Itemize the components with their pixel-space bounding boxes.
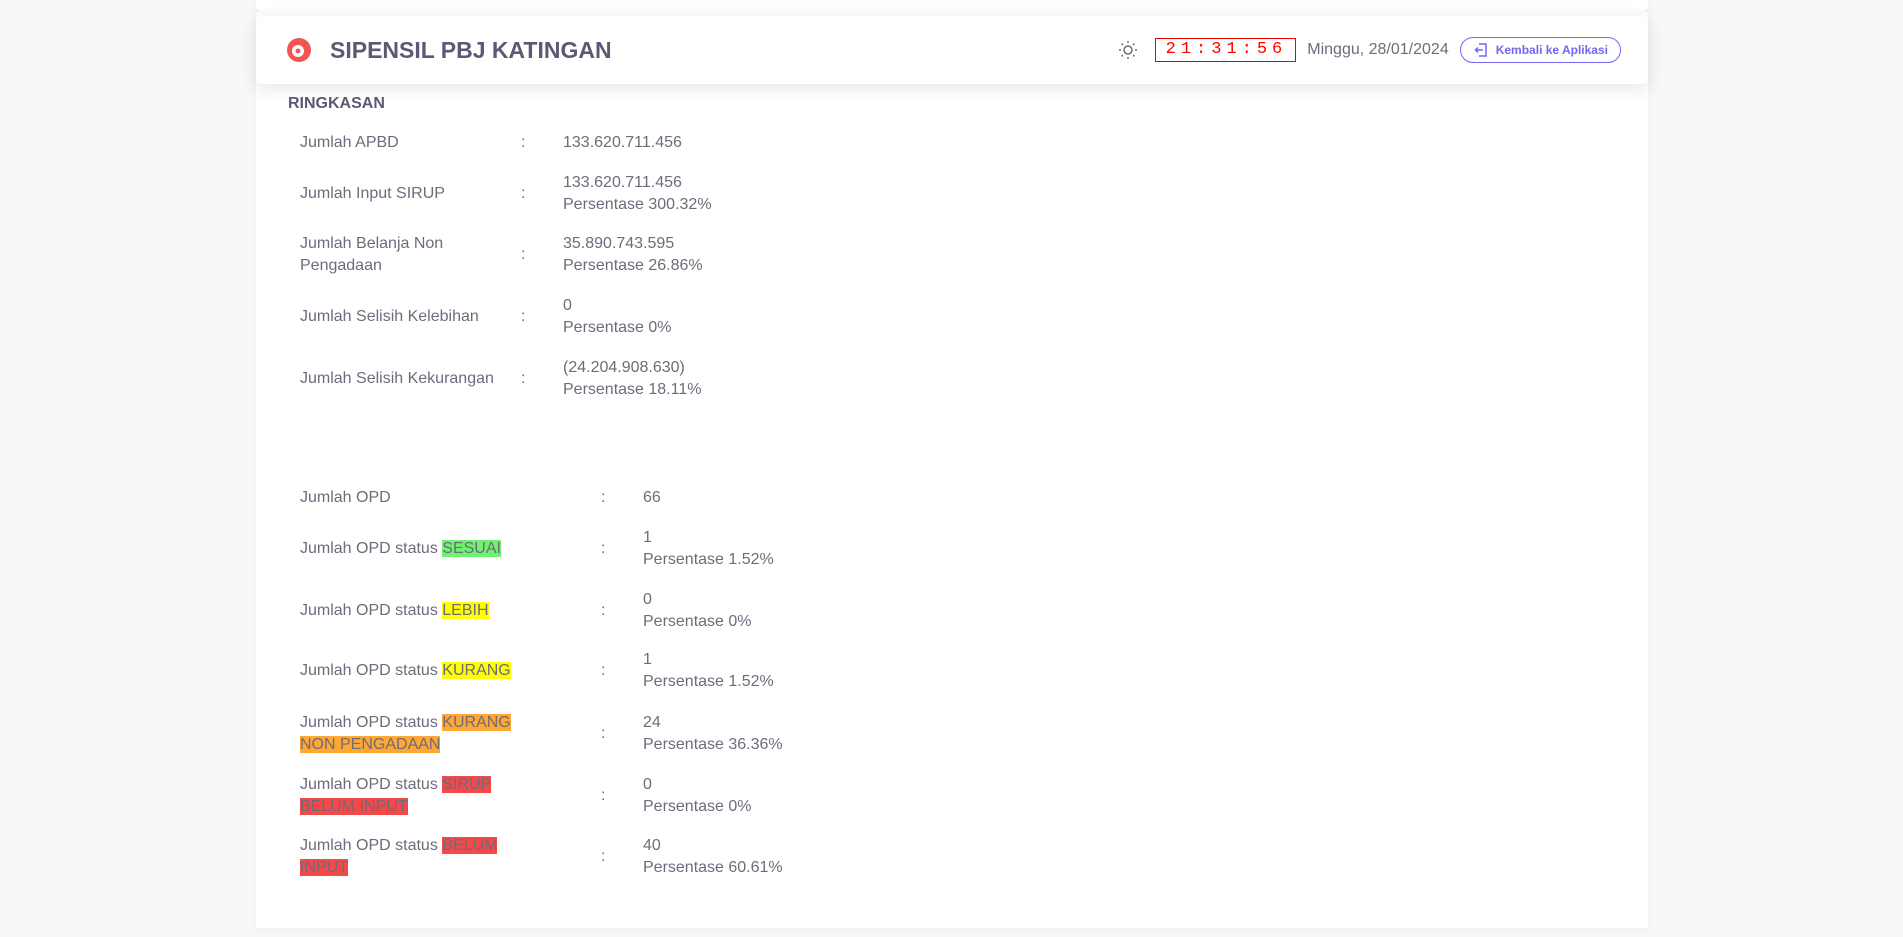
section-title: RINGKASAN — [288, 95, 385, 112]
summary-value: (24.204.908.630) — [563, 359, 685, 376]
opd-status-row: Jumlah OPD status BELUM INPUT: 40 Persenta… — [300, 835, 783, 879]
back-to-app-button[interactable]: Kembali ke Aplikasi — [1459, 37, 1621, 63]
theme-toggle-sun-icon[interactable] — [1117, 39, 1139, 61]
opd-status-row: Jumlah OPD status SESUAI: 1 Persentase 1.5… — [300, 527, 774, 571]
opd-status-prefix: Jumlah OPD status — [300, 540, 443, 557]
opd-count: 1 — [643, 529, 652, 546]
summary-label: Jumlah Selisih Kekurangan — [300, 370, 494, 387]
opd-status-prefix: Jumlah OPD status — [300, 602, 443, 619]
opd-value-group: 24 Persentase 36.36% — [643, 712, 783, 756]
opd-value-group: 40 Persentase 60.61% — [643, 835, 783, 879]
opd-status-row: Jumlah OPD status KURANG: 1 Persentase 1.5… — [300, 649, 774, 693]
summary-row: Jumlah Input SIRUP: 133.620.711.456 Persen… — [300, 172, 712, 216]
opd-status-prefix: Jumlah OPD status — [300, 662, 443, 679]
summary-value-group: 35.890.743.595 Persentase 26.86% — [563, 233, 703, 277]
opd-status-label: Jumlah OPD status SIRUP BELUM INPUT — [300, 774, 540, 818]
summary-label: Jumlah Selisih Kelebihan — [300, 308, 479, 325]
colon: : — [601, 540, 606, 557]
opd-status-prefix: Jumlah OPD status — [300, 776, 443, 793]
app-logo-icon — [287, 38, 311, 62]
opd-count: 40 — [643, 837, 661, 854]
opd-percentage: Persentase 36.36% — [643, 736, 783, 753]
colon: : — [521, 308, 526, 325]
logout-icon — [1474, 43, 1487, 57]
colon: : — [601, 787, 606, 804]
colon: : — [521, 246, 526, 263]
clock: 21:31:56 — [1154, 38, 1297, 62]
summary-row: Jumlah Selisih Kekurangan: (24.204.908.63… — [300, 357, 701, 401]
opd-percentage: Persentase 0% — [643, 613, 752, 630]
summary-percentage: Persentase 18.11% — [563, 381, 702, 398]
summary-percentage: Persentase 0% — [563, 319, 672, 336]
summary-value: 0 — [563, 297, 572, 314]
opd-count: 0 — [643, 591, 652, 608]
colon: : — [601, 602, 606, 619]
opd-percentage: Persentase 1.52% — [643, 551, 774, 568]
opd-count: 24 — [643, 714, 661, 731]
opd-status-row: Jumlah OPD status SIRUP BELUM INPUT: 0 Per… — [300, 774, 752, 818]
top-card-edge — [256, 0, 1648, 12]
summary-row: Jumlah APBD: 133.620.711.456 — [300, 121, 682, 165]
opd-value-group: 1 Persentase 1.52% — [643, 649, 774, 693]
status-badge: KURANG — [442, 662, 511, 679]
colon: : — [521, 370, 526, 387]
opd-percentage: Persentase 60.61% — [643, 859, 783, 876]
opd-percentage: Persentase 1.52% — [643, 673, 774, 690]
colon: : — [521, 134, 526, 151]
opd-status-label: Jumlah OPD status SESUAI — [300, 538, 540, 560]
colon: : — [601, 848, 606, 865]
summary-card — [256, 12, 1648, 928]
opd-total-row: Jumlah OPD: 66 — [300, 487, 661, 509]
colon: : — [601, 662, 606, 679]
opd-count: 1 — [643, 651, 652, 668]
opd-status-label: Jumlah OPD status LEBIH — [300, 600, 540, 622]
app-title: SIPENSIL PBJ KATINGAN — [330, 36, 612, 63]
summary-row: Jumlah Belanja Non Pengadaan: 35.890.743.… — [300, 233, 703, 277]
summary-percentage: Persentase 300.32% — [563, 196, 712, 213]
summary-value-group: 133.620.711.456 — [563, 132, 682, 154]
summary-label: Jumlah Belanja Non Pengadaan — [300, 235, 444, 274]
summary-value: 133.620.711.456 — [563, 174, 682, 191]
opd-percentage: Persentase 0% — [643, 798, 752, 815]
colon: : — [601, 725, 606, 742]
app-header: SIPENSIL PBJ KATINGAN 21:31:56 Minggu, 2… — [256, 16, 1648, 84]
summary-value-group: 133.620.711.456 Persentase 300.32% — [563, 172, 712, 216]
summary-label: Jumlah APBD — [300, 134, 399, 151]
opd-status-row: Jumlah OPD status LEBIH: 0 Persentase 0% — [300, 589, 752, 633]
opd-status-prefix: Jumlah OPD status — [300, 837, 443, 854]
status-badge: LEBIH — [442, 602, 489, 619]
opd-status-label: Jumlah OPD status BELUM INPUT — [300, 835, 540, 879]
summary-percentage: Persentase 26.86% — [563, 257, 703, 274]
opd-value-group: 0 Persentase 0% — [643, 774, 752, 818]
summary-row: Jumlah Selisih Kelebihan: 0 Persentase 0% — [300, 295, 672, 339]
opd-value-group: 1 Persentase 1.52% — [643, 527, 774, 571]
opd-status-label: Jumlah OPD status KURANG NON PENGADAAN — [300, 712, 540, 756]
summary-value: 133.620.711.456 — [563, 134, 682, 151]
opd-value-group: 0 Persentase 0% — [643, 589, 752, 633]
opd-total-value: 66 — [643, 489, 661, 506]
summary-value: 35.890.743.595 — [563, 235, 675, 252]
status-badge: SESUAI — [442, 540, 501, 557]
back-button-label: Kembali ke Aplikasi — [1495, 43, 1608, 57]
opd-status-prefix: Jumlah OPD status — [300, 714, 443, 731]
summary-value-group: (24.204.908.630) Persentase 18.11% — [563, 357, 701, 401]
colon: : — [521, 185, 526, 202]
current-date: Minggu, 28/01/2024 — [1307, 41, 1449, 58]
opd-total-label: Jumlah OPD — [300, 489, 391, 506]
opd-status-label: Jumlah OPD status KURANG — [300, 660, 540, 682]
opd-count: 0 — [643, 776, 652, 793]
opd-status-row: Jumlah OPD status KURANG NON PENGADAAN: 2… — [300, 712, 783, 756]
summary-value-group: 0 Persentase 0% — [563, 295, 672, 339]
summary-label: Jumlah Input SIRUP — [300, 185, 445, 202]
colon: : — [601, 489, 606, 506]
